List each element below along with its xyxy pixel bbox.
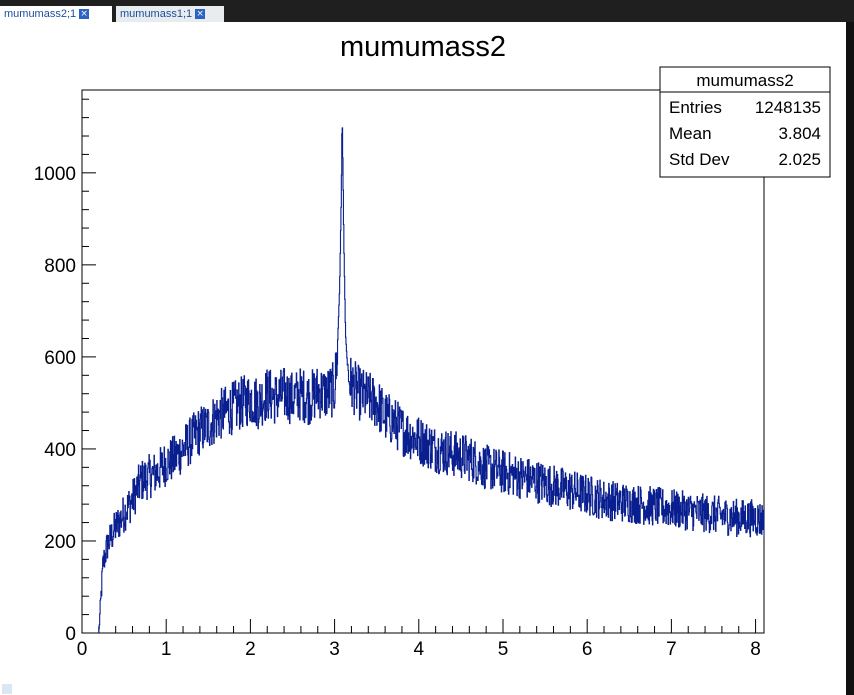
x-tick-label: 7 [666, 639, 677, 660]
stat-label-entries: Entries [669, 98, 722, 117]
close-icon[interactable]: × [195, 9, 206, 19]
tab-mumumass2[interactable]: mumumass2;1 × [0, 6, 112, 22]
tab-label: mumumass1;1 [120, 8, 193, 20]
x-tick-label: 2 [245, 639, 256, 660]
stat-value-mean: 3.804 [778, 124, 821, 143]
y-tick-label: 1000 [34, 164, 76, 185]
tab-bar: mumumass2;1 × mumumass1;1 × [0, 0, 854, 22]
tab-label: mumumass2;1 [4, 8, 77, 20]
histogram-line [98, 127, 765, 633]
status-marker [2, 684, 12, 694]
y-tick-label: 600 [44, 348, 76, 369]
y-tick-label: 0 [65, 624, 76, 645]
stats-title: mumumass2 [696, 71, 793, 90]
tab-mumumass1[interactable]: mumumass1;1 × [116, 6, 224, 22]
x-tick-label: 6 [582, 639, 593, 660]
y-tick-label: 200 [44, 532, 76, 553]
histogram-chart: mumumass2 0 1 2 3 4 5 6 7 8 0 200 400 600 800 1000 mum… [34, 31, 831, 660]
close-icon[interactable]: × [79, 9, 90, 19]
x-tick-label: 4 [414, 639, 425, 660]
stats-box: mumumass2 Entries 1248135 Mean 3.804 Std… [659, 66, 831, 178]
x-tick-label: 8 [750, 639, 761, 660]
chart-title: mumumass2 [340, 31, 506, 63]
x-tick-label: 1 [161, 639, 172, 660]
x-tick-label: 0 [77, 639, 88, 660]
y-tick-label: 800 [44, 256, 76, 277]
window-edge [846, 22, 854, 695]
x-tick-label: 3 [329, 639, 340, 660]
stat-value-entries: 1248135 [755, 98, 821, 117]
stat-label-stddev: Std Dev [669, 150, 730, 169]
stat-value-stddev: 2.025 [778, 150, 821, 169]
y-tick-label: 400 [44, 440, 76, 461]
x-tick-label: 5 [498, 639, 509, 660]
plot-frame [81, 89, 765, 634]
stat-label-mean: Mean [669, 124, 712, 143]
plot-area: 0 1 2 3 4 5 6 7 8 0 200 400 600 800 1000 [34, 89, 765, 660]
